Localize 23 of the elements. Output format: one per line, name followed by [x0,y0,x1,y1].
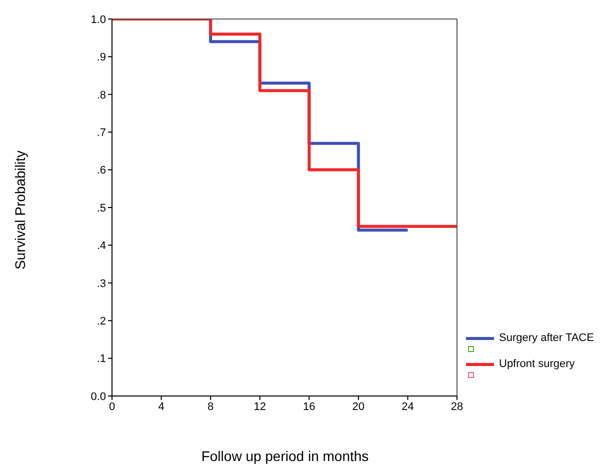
x-tick-label: 20 [352,400,365,413]
y-tick-label: .8 [96,89,106,102]
y-tick-label: .1 [96,353,106,366]
x-tick-label: 24 [402,400,414,413]
y-tick-label: 0.0 [90,390,106,403]
y-tick-label: .4 [96,240,106,252]
legend-label: Surgery after TACE [499,332,594,344]
y-tick-label: .6 [96,164,106,177]
y-tick-label: .5 [96,202,106,214]
legend-label: Upfront surgery [499,358,575,370]
x-tick-label: 28 [450,400,464,413]
x-axis-title: Follow up period in months [201,448,369,464]
x-tick-label: 0 [108,400,116,413]
y-tick-label: 1.0 [90,14,106,26]
x-tick-label: 4 [158,400,164,413]
x-tick-label: 12 [254,400,266,413]
y-tick-label: .9 [96,52,106,64]
y-tick-label: .7 [96,127,106,140]
x-tick-label: 8 [208,400,214,413]
y-tick-label: .3 [96,278,106,290]
y-axis-title: Survival Probability [12,150,28,270]
y-tick-label: .2 [96,316,106,328]
x-tick-label: 16 [303,400,316,413]
